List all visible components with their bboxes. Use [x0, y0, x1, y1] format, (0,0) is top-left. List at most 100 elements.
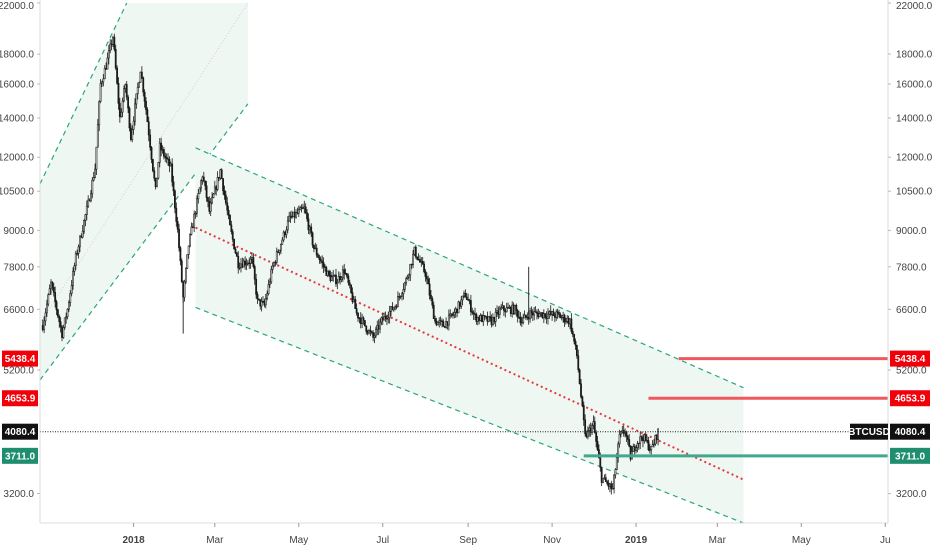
candle-2018-11-25 [584, 414, 587, 437]
candle-2018-04-22 [285, 226, 288, 239]
candle-body [573, 333, 576, 342]
x-tick-2018-11-01: Nov [543, 535, 561, 546]
candle-body [450, 313, 453, 316]
candle-body [544, 313, 547, 318]
candle-body [547, 313, 549, 319]
candle-2018-01-01 [132, 116, 135, 135]
candle-2018-12-25 [625, 430, 628, 442]
candle-body [413, 246, 416, 255]
candle-body [500, 307, 503, 310]
candle-body [187, 245, 190, 255]
candle-2017-12-31 [131, 125, 134, 143]
candle-body [303, 206, 306, 209]
y-tick-left-7800: 7800.0 [3, 262, 34, 273]
candle-body [128, 107, 131, 129]
candle-2018-02-15 [194, 211, 197, 219]
symbol-label-bg [850, 423, 888, 440]
candle-2018-09-04 [471, 307, 474, 316]
candle-2018-11-15 [570, 313, 573, 334]
candle-body [469, 300, 472, 312]
candle-body [277, 251, 280, 253]
candle-body [66, 308, 69, 318]
candle-2018-09-17 [489, 311, 492, 322]
candle-2018-05-16 [318, 254, 321, 264]
candle-body [172, 181, 175, 192]
resistance-2-label-left-bg [2, 390, 38, 407]
candle-body [308, 226, 311, 231]
candle-body [288, 215, 291, 222]
candle-2018-07-25 [414, 244, 417, 259]
candle-body [304, 206, 307, 214]
candle-body [435, 320, 438, 326]
candle-body [505, 307, 508, 313]
candle-2018-07-21 [409, 263, 412, 281]
candle-2018-06-12 [355, 303, 358, 316]
candle-body [167, 158, 169, 160]
candle-2017-11-28 [85, 200, 88, 221]
candle-body [628, 439, 631, 447]
y-tick-left-18000: 18000.0 [0, 50, 34, 61]
candle-2018-10-27 [544, 313, 547, 320]
resistance-2-label-left: 4653.9 [2, 390, 38, 407]
candle-2019-01-08 [644, 432, 647, 442]
candle-body [145, 100, 147, 111]
candle-2018-04-11 [270, 265, 273, 284]
candle-body [240, 263, 242, 268]
candle-body [486, 316, 489, 322]
candle-body [536, 311, 538, 314]
candle-2018-11-11 [564, 317, 567, 325]
candle-body [344, 272, 347, 275]
candle-2018-05-20 [324, 264, 326, 272]
candle-body [322, 262, 325, 267]
candle-body [574, 341, 577, 346]
candle-body [472, 312, 475, 315]
candle-2018-09-11 [480, 313, 483, 323]
candle-body [417, 258, 420, 261]
candle-2018-07-24 [413, 246, 416, 256]
candle-body [420, 261, 423, 263]
candle-body [51, 281, 54, 288]
candle-body [424, 271, 427, 277]
candle-body [44, 312, 47, 322]
candle-body [212, 193, 215, 198]
candle-body [146, 109, 149, 123]
candle-2018-07-17 [403, 281, 406, 293]
candle-body [321, 260, 324, 263]
candle-2018-08-07 [432, 301, 435, 320]
candle-body [359, 317, 362, 324]
candle-2017-11-13 [65, 312, 68, 324]
support-label-left: 3711.0 [2, 447, 38, 464]
candle-body [405, 278, 408, 284]
candle-2018-03-10 [226, 196, 229, 216]
candle-body [402, 289, 405, 295]
candle-2018-07-05 [387, 311, 390, 324]
candle-body [116, 67, 118, 84]
candle-2018-03-27 [249, 255, 252, 269]
candle-body [218, 176, 220, 179]
candle-body [626, 435, 629, 440]
candle-body [306, 212, 308, 220]
candle-2018-02-05 [180, 258, 183, 283]
y-tick-left-14000: 14000.0 [0, 114, 34, 125]
candle-2018-04-13 [273, 261, 275, 268]
candle-body [552, 311, 555, 316]
candle-body [580, 383, 582, 398]
candle-body [498, 308, 501, 315]
candle-body [205, 185, 208, 198]
candle-body [351, 292, 354, 302]
candle-2018-02-03 [178, 223, 180, 252]
candle-2018-05-28 [335, 268, 337, 287]
candle-2018-03-08 [223, 185, 226, 200]
candle-2018-07-31 [423, 261, 425, 274]
candle-body [289, 215, 292, 218]
candle-body [602, 478, 604, 483]
candle-body [112, 36, 114, 45]
candle-2018-11-18 [574, 338, 577, 350]
candle-body [489, 316, 492, 318]
candle-2019-01-01 [635, 445, 637, 454]
candle-2018-03-19 [238, 262, 241, 271]
candle-body [150, 147, 153, 160]
